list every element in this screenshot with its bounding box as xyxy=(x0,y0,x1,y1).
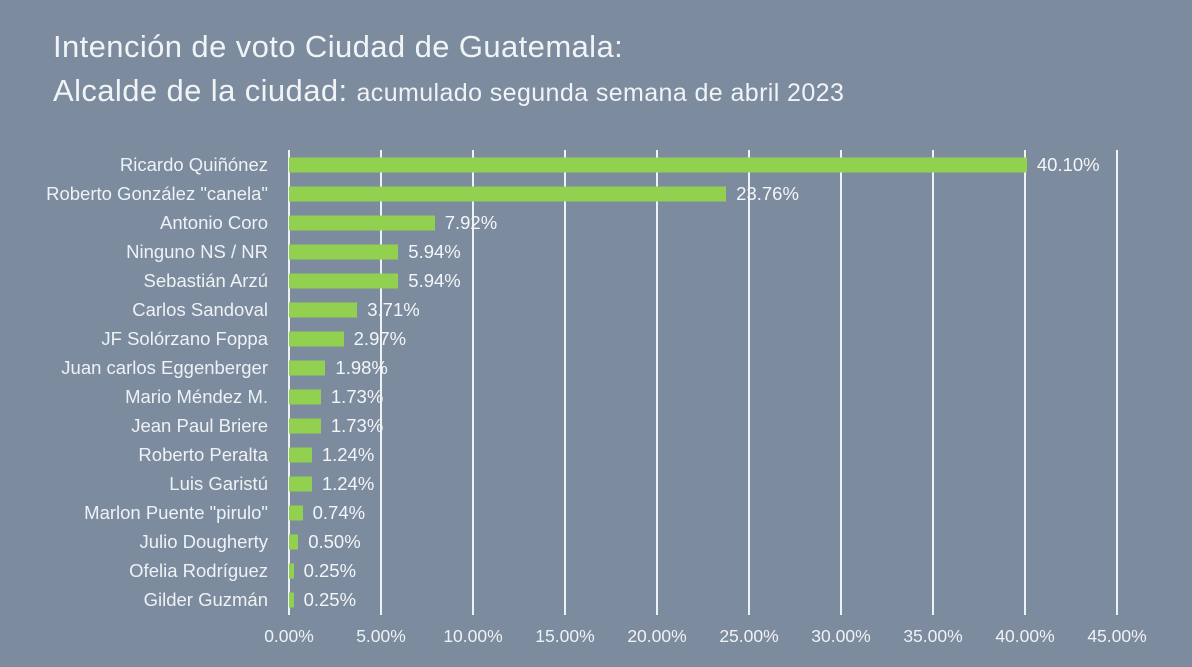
value-label: 2.97% xyxy=(353,327,407,349)
bar xyxy=(289,447,312,463)
value-label: 5.94% xyxy=(408,269,461,291)
category-label: Juan carlos Eggenberger xyxy=(61,356,268,378)
gridline xyxy=(839,150,842,615)
bar xyxy=(289,389,321,405)
title-line-2-subtitle: acumulado segunda semana de abril 2023 xyxy=(356,78,845,107)
category-label: JF Solórzano Foppa xyxy=(101,327,268,349)
chart-row: JF Solórzano Foppa 2.97% xyxy=(101,324,1117,353)
x-axis-tick-label: 25.00% xyxy=(719,626,779,646)
gridline xyxy=(932,150,934,615)
gridline xyxy=(1024,150,1026,615)
x-axis-tick-label: 40.00% xyxy=(995,626,1055,646)
x-axis-tick-label: 5.00% xyxy=(356,626,406,646)
bar xyxy=(289,157,1027,173)
title-line-2-main: Alcalde de la ciudad: xyxy=(53,72,357,108)
chart-row: Antonio Coro 7.92% xyxy=(160,208,1117,237)
x-axis-tick-label: 35.00% xyxy=(903,626,963,646)
gridline xyxy=(748,150,750,615)
chart-row: Roberto Peralta 1.24% xyxy=(138,441,1117,470)
category-label: Gilder Guzmán xyxy=(143,589,268,611)
gridline xyxy=(1116,150,1118,615)
plot-area: Ricardo Quiñónez 40.10% Roberto González "… xyxy=(46,150,1118,615)
value-label: 1.24% xyxy=(321,473,375,495)
category-label: Sebastián Arzú xyxy=(143,269,268,291)
bar xyxy=(289,476,312,492)
category-label: Carlos Sandoval xyxy=(132,298,268,320)
category-label: Ofelia Rodríguez xyxy=(129,560,268,582)
gridline xyxy=(472,150,474,615)
value-label: 3.71% xyxy=(367,298,420,320)
x-axis-tick-label: 20.00% xyxy=(627,626,687,646)
title-line-2: Alcalde de la ciudad: acumulado segunda … xyxy=(53,71,844,111)
chart-row: Jean Paul Briere 1.73% xyxy=(131,412,1117,441)
value-label: 23.76% xyxy=(736,182,799,204)
category-label: Ricardo Quiñónez xyxy=(119,153,268,175)
gridline xyxy=(656,150,658,615)
bar xyxy=(289,244,399,260)
bar xyxy=(289,360,326,376)
value-label: 5.94% xyxy=(408,240,461,262)
chart-row: Sebastián Arzú 5.94% xyxy=(144,266,1117,295)
bar xyxy=(289,215,435,231)
category-label: Jean Paul Briere xyxy=(131,415,268,437)
chart-row: Ricardo Quiñónez 40.10% xyxy=(120,150,1117,179)
chart-row: Julio Dougherty 0.50% xyxy=(139,528,1117,557)
value-label: 1.24% xyxy=(321,444,375,466)
value-label: 40.10% xyxy=(1036,153,1100,175)
chart-row: Ninguno NS / NR 5.94% xyxy=(126,237,1117,266)
bar xyxy=(289,302,358,318)
x-axis: 0.00% 5.00% 10.00% 15.00% 20.00% 25.00% 30.00%… xyxy=(264,626,1146,652)
value-label: 1.73% xyxy=(330,415,384,437)
value-label: 7.92% xyxy=(444,211,498,233)
category-label: Roberto González "canela" xyxy=(46,182,268,204)
bar xyxy=(289,331,344,347)
chart-title: Intención de voto Ciudad de Guatemala: A… xyxy=(53,24,844,111)
bar xyxy=(289,563,294,579)
bar xyxy=(289,186,727,202)
title-line-1: Intención de voto Ciudad de Guatemala: xyxy=(53,29,624,64)
bar xyxy=(289,505,303,521)
value-label: 0.25% xyxy=(303,589,357,611)
chart-row: Gilder Guzmán 0.25% xyxy=(144,586,1117,615)
value-label: 1.98% xyxy=(335,356,388,378)
value-label: 1.73% xyxy=(330,386,384,408)
chart-row: Juan carlos Eggenberger 1.98% xyxy=(61,353,1117,382)
bar xyxy=(289,273,399,289)
bar xyxy=(289,418,321,434)
x-axis-tick-label: 45.00% xyxy=(1087,626,1147,646)
chart-row: Marlon Puente "pirulo" 0.74% xyxy=(84,499,1117,528)
category-label: Roberto Peralta xyxy=(138,444,268,466)
gridline xyxy=(380,150,382,615)
category-label: Mario Méndez M. xyxy=(125,386,268,408)
bar xyxy=(289,534,299,550)
x-axis-tick-label: 30.00% xyxy=(811,626,871,646)
category-label: Luis Garistú xyxy=(169,473,268,495)
chart-row: Mario Méndez M. 1.73% xyxy=(125,383,1117,412)
chart-row: Ofelia Rodríguez 0.25% xyxy=(129,557,1117,586)
gridline xyxy=(288,150,290,615)
chart-row: Carlos Sandoval 3.71% xyxy=(132,295,1117,324)
value-label: 0.25% xyxy=(303,560,357,582)
x-axis-tick-label: 10.00% xyxy=(443,626,503,646)
chart-row: Luis Garistú 1.24% xyxy=(169,470,1117,499)
category-label: Ninguno NS / NR xyxy=(126,240,268,262)
gridline xyxy=(563,150,566,615)
x-axis-tick-label: 0.00% xyxy=(264,626,314,646)
category-label: Julio Dougherty xyxy=(139,531,268,553)
category-label: Marlon Puente "pirulo" xyxy=(84,502,268,524)
chart-row: Roberto González "canela" 23.76% xyxy=(46,179,1117,208)
value-label: 0.74% xyxy=(312,502,366,524)
x-axis-tick-label: 15.00% xyxy=(535,626,595,646)
bar xyxy=(289,592,294,608)
value-label: 0.50% xyxy=(308,531,361,553)
category-label: Antonio Coro xyxy=(160,211,268,233)
